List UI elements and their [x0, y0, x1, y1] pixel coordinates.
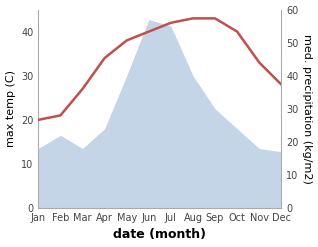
Y-axis label: med. precipitation (kg/m2): med. precipitation (kg/m2)	[302, 34, 313, 184]
X-axis label: date (month): date (month)	[113, 228, 206, 242]
Y-axis label: max temp (C): max temp (C)	[5, 70, 16, 147]
